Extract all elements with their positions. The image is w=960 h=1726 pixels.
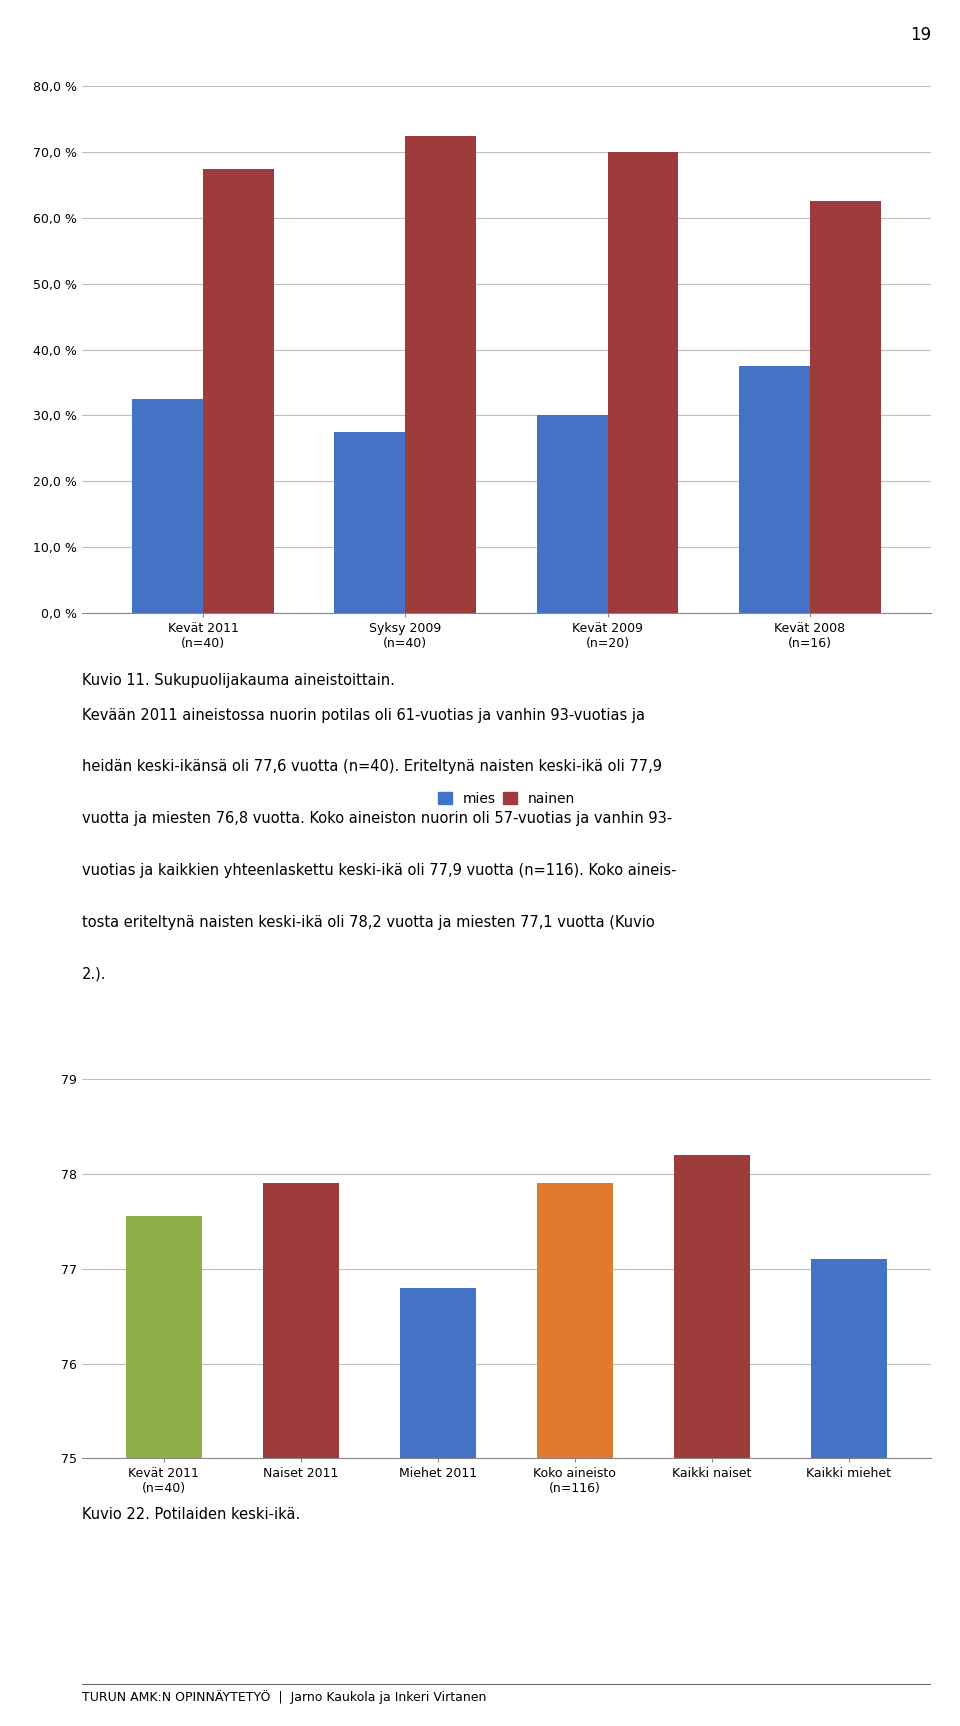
Text: vuotta ja miesten 76,8 vuotta. Koko aineiston nuorin oli 57-vuotias ja vanhin 93: vuotta ja miesten 76,8 vuotta. Koko aine… — [82, 811, 672, 827]
Text: Kevään 2011 aineistossa nuorin potilas oli 61-vuotias ja vanhin 93-vuotias ja: Kevään 2011 aineistossa nuorin potilas o… — [82, 708, 644, 723]
Bar — [405, 136, 476, 613]
Bar — [203, 169, 274, 613]
Bar — [537, 416, 608, 613]
Bar — [810, 202, 880, 613]
Text: vuotias ja kaikkien yhteenlaskettu keski-ikä oli 77,9 vuotta (n=116). Koko ainei: vuotias ja kaikkien yhteenlaskettu keski… — [82, 863, 676, 879]
Bar — [132, 399, 203, 613]
Bar — [811, 1260, 887, 1726]
Bar — [126, 1217, 202, 1726]
Bar — [538, 1184, 612, 1726]
Text: TURUN AMK:N OPINNÄYTETYÖ  |  Jarno Kaukola ja Inkeri Virtanen: TURUN AMK:N OPINNÄYTETYÖ | Jarno Kaukola… — [82, 1690, 486, 1704]
Legend: mies, nainen: mies, nainen — [438, 792, 575, 806]
Text: tosta eriteltynä naisten keski-ikä oli 78,2 vuotta ja miesten 77,1 vuotta (Kuvio: tosta eriteltynä naisten keski-ikä oli 7… — [82, 915, 655, 930]
Text: Kuvio 11. Sukupuolijakauma aineistoittain.: Kuvio 11. Sukupuolijakauma aineistoittai… — [82, 673, 395, 689]
Bar — [334, 432, 405, 613]
Text: Kuvio 22. Potilaiden keski-ikä.: Kuvio 22. Potilaiden keski-ikä. — [82, 1507, 300, 1522]
Bar — [263, 1184, 339, 1726]
Text: 19: 19 — [910, 26, 931, 43]
Text: 2.).: 2.). — [82, 967, 107, 982]
Text: heidän keski-ikänsä oli 77,6 vuotta (n=40). Eriteltynä naisten keski-ikä oli 77,: heidän keski-ikänsä oli 77,6 vuotta (n=4… — [82, 759, 661, 775]
Bar — [674, 1155, 750, 1726]
Bar — [608, 152, 679, 613]
Bar — [739, 366, 810, 613]
Bar — [400, 1288, 475, 1726]
